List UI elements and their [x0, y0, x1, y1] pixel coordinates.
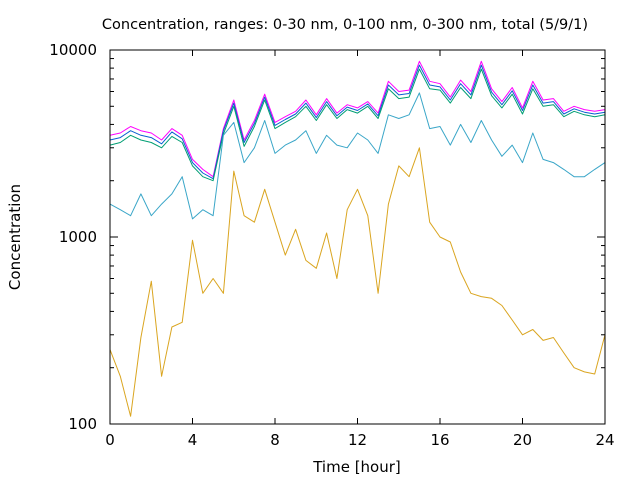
y-axis-label: Concentration — [6, 184, 24, 290]
y-tick-label: 1000 — [59, 228, 97, 246]
y-tick-label: 10000 — [49, 41, 97, 59]
x-tick-label: 12 — [348, 431, 367, 449]
series-line-4 — [109, 92, 606, 220]
series-line-1 — [109, 60, 606, 178]
series-line-5 — [109, 147, 606, 417]
y-axis-ticks: 100 1000 10000 — [49, 41, 605, 433]
chart-title: Concentration, ranges: 0-30 nm, 0-100 nm… — [102, 17, 588, 33]
x-axis-ticks: 0 4 8 12 16 20 24 — [105, 50, 615, 449]
series-line-3 — [109, 68, 606, 182]
x-tick-label: 8 — [270, 431, 280, 449]
x-tick-label: 0 — [105, 431, 115, 449]
x-tick-label: 4 — [188, 431, 198, 449]
plot-series — [109, 60, 606, 417]
series-line-2 — [109, 64, 606, 180]
y-tick-label: 100 — [68, 415, 97, 433]
x-tick-label: 20 — [513, 431, 532, 449]
x-tick-label: 16 — [430, 431, 449, 449]
x-axis-label: Time [hour] — [312, 458, 401, 476]
plot-frame — [109, 49, 606, 425]
x-tick-label: 24 — [595, 431, 614, 449]
